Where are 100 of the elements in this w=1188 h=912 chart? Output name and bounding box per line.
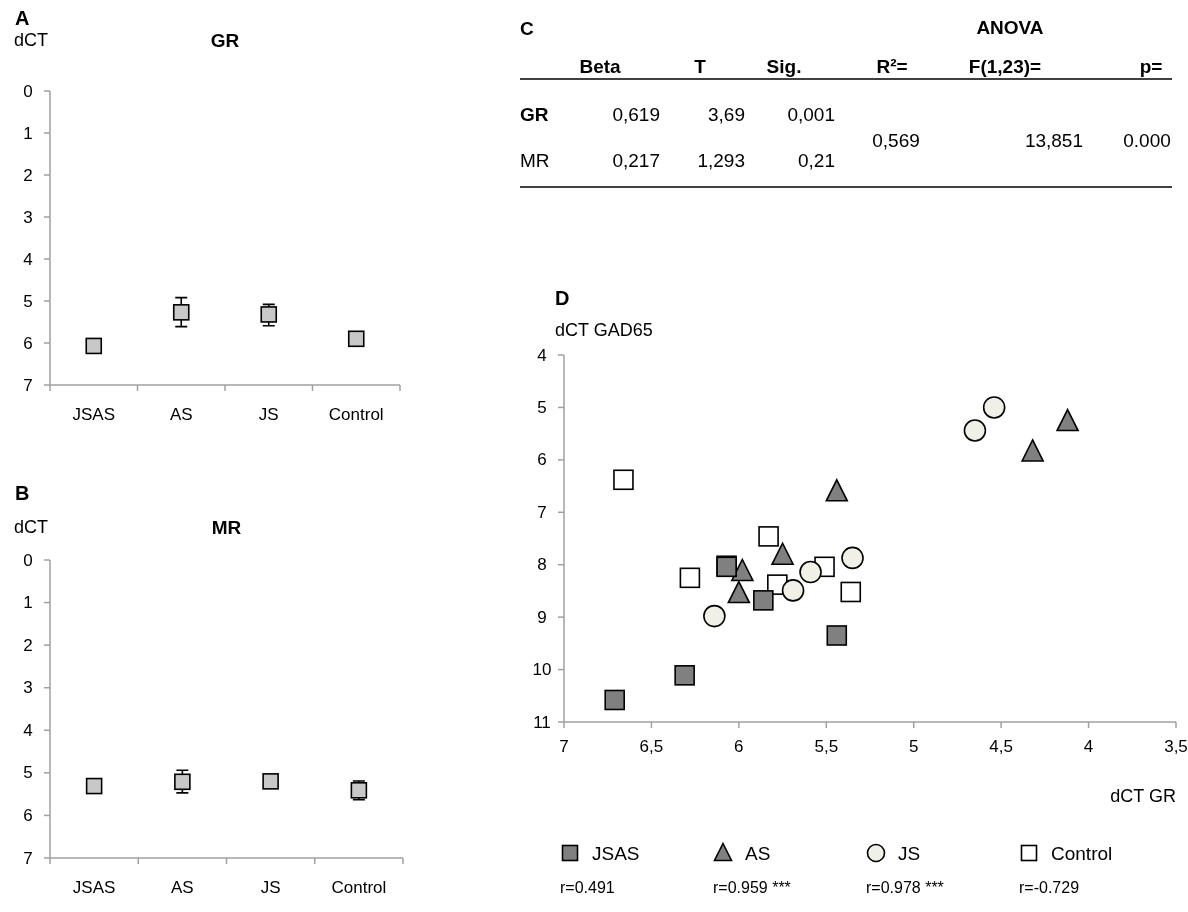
y-tick-label: 4 (537, 345, 547, 365)
text: 3,69 (708, 103, 745, 125)
text: r=0.491 (560, 878, 615, 896)
point (703, 604, 726, 628)
point (982, 396, 1006, 419)
legend-label: JS (898, 842, 921, 864)
legend-label: AS (745, 842, 771, 864)
x-tick-label: AS (169, 405, 193, 424)
y-tick-label: 3 (23, 207, 33, 227)
x-tick-label: JS (258, 405, 279, 424)
text: r=0.978 *** (866, 878, 944, 896)
y-tick-label: 4 (23, 249, 33, 269)
point (1056, 408, 1079, 432)
legend-label: Control (1051, 842, 1113, 864)
point (826, 625, 848, 646)
y-tick-label: 10 (532, 660, 552, 680)
text: p= (1139, 55, 1163, 77)
x-tick-label: 3,5 (1164, 737, 1188, 756)
y-tick-label: 1 (23, 593, 33, 613)
point (825, 479, 849, 502)
point (260, 306, 278, 323)
point (262, 773, 279, 790)
point (963, 419, 987, 442)
y-tick-label: 2 (23, 165, 33, 185)
legend-label: JSAS (592, 842, 640, 864)
point (753, 590, 774, 611)
text: D (555, 287, 570, 309)
x-tick-label: 7 (559, 737, 569, 756)
text: ANOVA (976, 16, 1044, 38)
text: MR (520, 149, 550, 171)
point (781, 579, 805, 602)
text: 1,293 (697, 149, 745, 171)
text: r=0.959 *** (713, 878, 791, 896)
x-tick-label: 5 (908, 737, 919, 756)
point (799, 560, 822, 584)
point (674, 665, 695, 686)
text: T (694, 55, 707, 77)
x-axis-title: dCT GR (1110, 786, 1176, 806)
x-tick-label: JS (260, 878, 281, 897)
text: 13,851 (1024, 129, 1083, 151)
point (85, 777, 103, 795)
y-tick-label: 7 (23, 375, 33, 395)
y-tick-label: 4 (23, 720, 33, 740)
y-tick-label: 2 (23, 635, 33, 655)
x-tick-label: AS (171, 878, 194, 897)
y-tick-label: 6 (23, 805, 33, 825)
y-axis-title: dCT GAD65 (555, 320, 653, 340)
text: 0.000 (1123, 129, 1171, 151)
x-tick-label: Control (328, 405, 384, 424)
point (347, 330, 365, 348)
point (613, 469, 634, 491)
y-tick-label: 6 (23, 333, 33, 353)
y-tick-label: 8 (537, 555, 547, 575)
text: R²= (876, 55, 908, 77)
text: GR (520, 103, 549, 125)
point (727, 580, 751, 604)
y-tick-label: 0 (23, 550, 33, 570)
point (679, 567, 701, 589)
point (604, 689, 626, 711)
point (174, 773, 191, 791)
y-tick-label: 1 (23, 123, 33, 143)
x-tick-label: 4,5 (989, 737, 1013, 756)
text: C (520, 17, 534, 39)
text: 0,001 (787, 103, 835, 125)
text: 0,619 (612, 103, 660, 125)
y-axis-title: dCT (14, 517, 49, 537)
y-tick-label: 5 (23, 763, 33, 783)
point (771, 542, 794, 566)
y-tick-label: 9 (537, 607, 547, 627)
y-tick-label: 5 (23, 291, 33, 311)
point (1021, 439, 1044, 462)
x-tick-label: 6 (734, 737, 744, 756)
y-tick-label: 7 (23, 848, 33, 868)
text: Beta (579, 55, 622, 77)
point (85, 337, 103, 355)
chart-title: MR (211, 516, 242, 538)
text: 0,217 (612, 149, 660, 171)
text: r=-0.729 (1019, 878, 1080, 896)
x-tick-label: JSAS (72, 878, 116, 897)
y-tick-label: 3 (23, 678, 33, 698)
point (840, 581, 862, 603)
text: B (15, 482, 30, 504)
y-axis-title: dCT (14, 30, 49, 50)
text: A (15, 7, 30, 29)
text: 0,21 (798, 149, 835, 171)
point (841, 546, 864, 570)
y-tick-label: 7 (537, 502, 547, 522)
y-tick-label: 11 (533, 712, 551, 732)
text: Sig. (766, 55, 802, 77)
chart-title: GR (210, 29, 240, 51)
point (172, 304, 190, 321)
x-tick-label: 5,5 (814, 737, 839, 756)
text: F(1,23)= (968, 55, 1042, 77)
y-tick-label: 0 (23, 81, 33, 101)
x-tick-label: JSAS (72, 405, 116, 424)
point (758, 526, 779, 547)
y-tick-label: 6 (537, 450, 547, 470)
x-tick-label: 4 (1083, 737, 1094, 756)
x-tick-label: 6,5 (639, 737, 664, 756)
point (731, 558, 754, 582)
